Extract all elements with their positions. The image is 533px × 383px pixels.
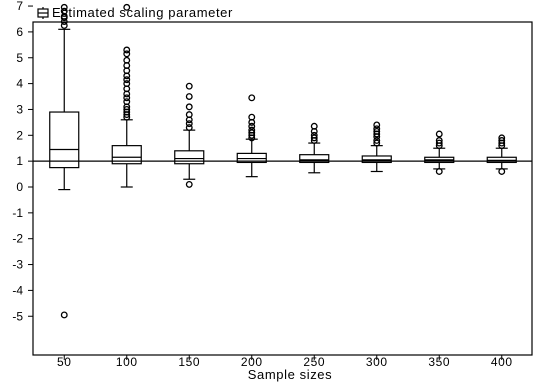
box-group: [49, 3, 80, 319]
outlier-point: [185, 124, 193, 131]
outlier-point: [123, 46, 131, 54]
outlier-point: [123, 80, 131, 88]
outlier-point: [310, 122, 318, 130]
legend-box-icon: [37, 7, 49, 19]
y-tick-label: 4: [16, 77, 23, 91]
outlier-point: [310, 134, 318, 142]
x-tick-label: 50: [57, 355, 72, 369]
outlier-point: [60, 21, 68, 29]
outlier-point: [123, 105, 131, 113]
outlier-point: [373, 137, 381, 144]
outlier-point: [248, 129, 256, 137]
y-tick-label: 3: [16, 102, 23, 116]
outlier-point: [185, 103, 193, 111]
box-group: [236, 94, 267, 178]
outlier-point: [435, 168, 443, 175]
outlier-point: [248, 126, 256, 134]
x-tick-label: 300: [366, 355, 388, 369]
x-tick-label: 350: [428, 355, 450, 369]
y-tick-label: 2: [16, 128, 23, 142]
outlier-point: [435, 130, 443, 138]
outlier-point: [248, 113, 256, 121]
outlier-point: [185, 82, 193, 90]
box-group: [361, 121, 392, 173]
outlier-point: [185, 93, 193, 100]
box-group: [299, 122, 330, 174]
y-tick-label: -1: [12, 206, 23, 220]
outlier-point: [123, 98, 131, 106]
y-tick-label: -2: [12, 232, 23, 246]
x-tick-label: 200: [241, 355, 263, 369]
outlier-point: [373, 139, 381, 147]
x-axis-label: Sample sizes: [248, 367, 333, 382]
outlier-point: [123, 94, 131, 102]
iqr-box: [299, 154, 330, 164]
y-tick-label: -5: [12, 309, 23, 323]
outlier-point: [60, 7, 68, 15]
box-group: [174, 82, 205, 188]
outlier-point: [310, 131, 318, 139]
outlier-point: [373, 121, 381, 129]
outlier-point: [248, 122, 256, 130]
outlier-point: [498, 168, 506, 175]
box-group: [424, 130, 455, 175]
outlier-point: [185, 111, 193, 119]
iqr-box: [236, 152, 267, 164]
outlier-point: [498, 137, 506, 144]
x-tick-label: 250: [303, 355, 325, 369]
outlier-point: [60, 311, 68, 319]
legend-label: Estimated scaling parameter: [52, 5, 233, 20]
outlier-point: [498, 134, 506, 142]
y-tick-label: 1: [16, 154, 23, 168]
y-tick-label: 6: [16, 25, 23, 39]
box-group: [486, 134, 517, 175]
y-tick-label: 7: [16, 0, 23, 13]
outlier-point: [435, 137, 443, 144]
x-tick-label: 100: [116, 355, 138, 369]
outlier-point: [123, 56, 131, 64]
iqr-box: [174, 150, 205, 165]
y-tick-label: -4: [12, 283, 23, 297]
y-tick-label: 5: [16, 51, 23, 65]
axes: 7 6 5 4 3 2 1 0 -1 -2 -3 -4 -5 50 100 150 200 250 300 350 40…: [12, 0, 533, 369]
legend: Estimated scaling parameter: [37, 5, 233, 20]
y-tick-label: 0: [16, 180, 23, 194]
iqr-box: [49, 111, 80, 169]
box-group: [111, 3, 142, 188]
iqr-box: [361, 155, 392, 164]
outlier-point: [123, 3, 131, 11]
x-tick-label: 150: [178, 355, 200, 369]
outlier-point: [185, 120, 193, 128]
outlier-point: [435, 139, 443, 147]
y-tick-label: -3: [12, 258, 23, 272]
x-tick-label: 400: [491, 355, 513, 369]
outlier-point: [123, 76, 131, 84]
outlier-point: [373, 127, 381, 135]
plot-frame: [32, 21, 533, 356]
outlier-point: [248, 94, 256, 102]
outlier-point: [123, 50, 131, 58]
outlier-point: [373, 125, 381, 133]
iqr-box: [111, 145, 142, 165]
outlier-point: [185, 180, 193, 188]
boxes: [49, 3, 517, 319]
outlier-point: [60, 3, 68, 11]
